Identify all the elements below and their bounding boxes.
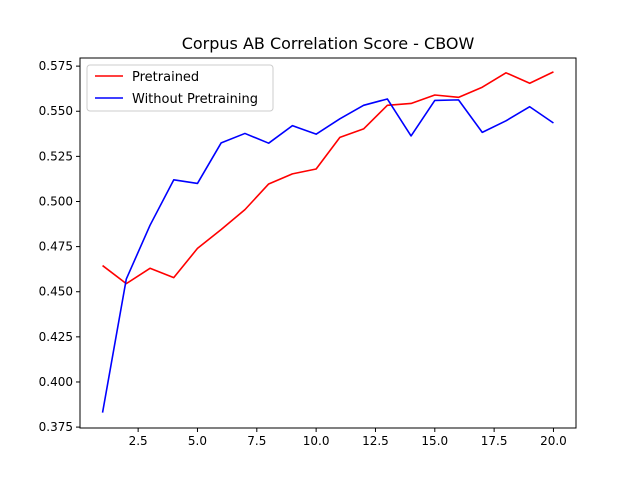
x-tick-label: 10.0 — [303, 434, 330, 448]
y-axis: 0.375 0.400 0.425 0.450 0.475 0.500 0.525 0.550… — [39, 59, 80, 434]
legend-box — [86, 64, 274, 112]
y-tick-label: 0.550 — [39, 104, 73, 118]
x-tick-label: 12.5 — [362, 434, 389, 448]
y-tick-label: 0.450 — [39, 285, 73, 299]
y-tick-label: 0.400 — [39, 375, 73, 389]
y-tick-label: 0.375 — [39, 420, 73, 434]
x-tick-label: 2.5 — [129, 434, 148, 448]
x-tick-label: 15.0 — [421, 434, 448, 448]
series-line-1 — [101, 98, 554, 413]
x-tick-label: 7.5 — [247, 434, 266, 448]
x-tick-label: 5.0 — [188, 434, 207, 448]
axes-frame — [79, 57, 577, 429]
series-line-0 — [102, 71, 554, 285]
y-tick-label: 0.575 — [39, 59, 73, 73]
y-tick-label: 0.500 — [39, 194, 73, 208]
legend-label: Pretrained — [132, 70, 199, 85]
y-tick-label: 0.525 — [39, 149, 73, 163]
plot-lines — [101, 71, 554, 413]
chart-title: Corpus AB Correlation Score - CBOW — [182, 34, 475, 53]
x-tick-label: 17.5 — [481, 434, 508, 448]
x-axis: 2.5 5.0 7.5 10.0 12.5 15.0 17.5 20.0 — [129, 428, 567, 448]
legend: Pretrained Without Pretraining — [86, 64, 274, 112]
y-tick-label: 0.425 — [39, 330, 73, 344]
y-tick-label: 0.475 — [39, 240, 73, 254]
legend-label: Without Pretraining — [132, 92, 258, 107]
x-tick-label: 20.0 — [540, 434, 567, 448]
